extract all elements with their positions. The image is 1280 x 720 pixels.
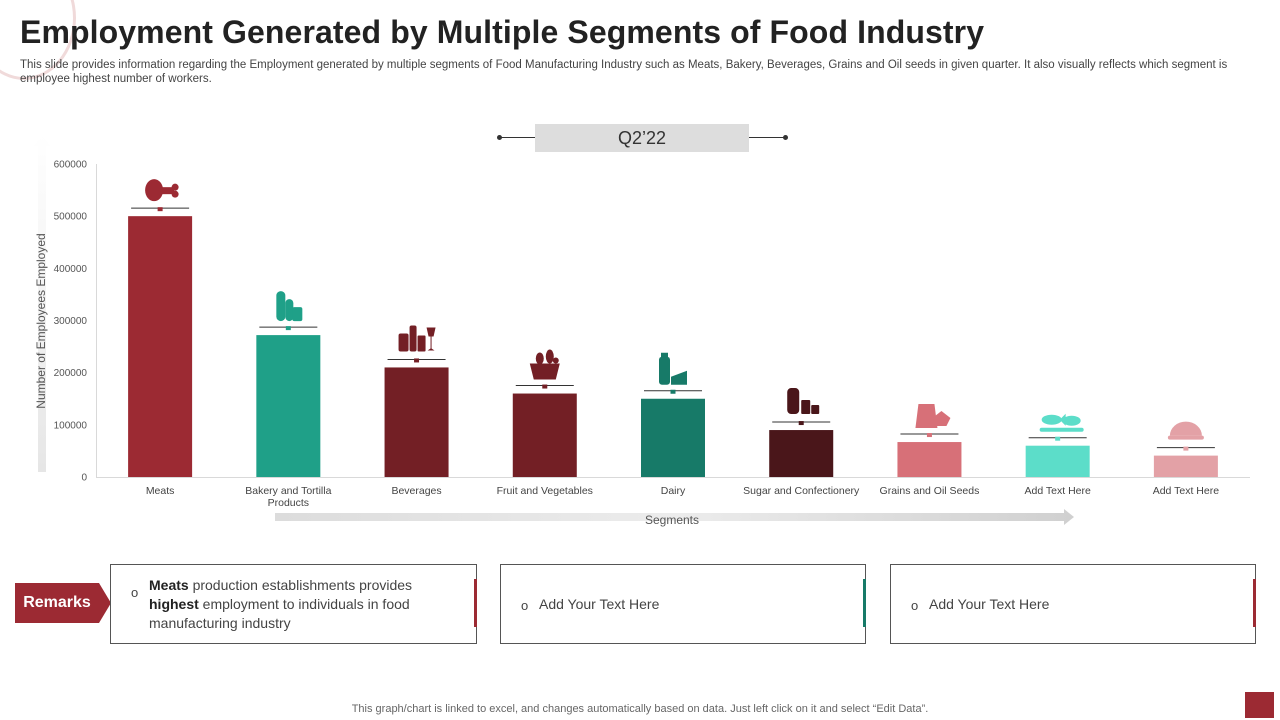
icon-marker: [926, 433, 932, 438]
x-tick-label: Add Text Here: [1153, 485, 1220, 497]
remark-bullet: o: [131, 585, 139, 600]
icon-marker: [285, 326, 291, 331]
remark-card-2: o Add Your Text Here: [500, 564, 866, 644]
x-axis-arrow: [275, 509, 1074, 525]
y-tick-label: 300000: [54, 316, 88, 327]
meat-icon: [145, 179, 179, 202]
icon-marker: [798, 421, 804, 426]
quarter-dot-left: [497, 135, 502, 140]
bar-chart: Number of Employees Employed Segments 0 1…: [34, 134, 1250, 527]
fruit-basket-icon: [529, 349, 560, 380]
x-tick-label: Add Text Here: [1024, 485, 1091, 497]
y-tick-label: 600000: [54, 160, 88, 171]
bar-6: [769, 430, 834, 477]
x-tick-label: Sugar and Confectionery: [743, 485, 860, 497]
bar-9: [1153, 455, 1218, 477]
card-accent: [474, 579, 477, 627]
dairy-icon: [659, 352, 687, 385]
y-axis-arrow: [34, 134, 50, 472]
grains-icon: [915, 404, 951, 429]
x-tick-label: Meats: [146, 485, 175, 497]
x-tick-label: Beverages: [391, 485, 441, 497]
remark-bullet: o: [911, 598, 919, 613]
remark-bullet: o: [521, 598, 529, 613]
bar-2: [256, 335, 321, 477]
y-tick-label: 200000: [54, 368, 88, 379]
icon-marker: [670, 389, 676, 394]
remark-card-1: o Meats production establishments provid…: [110, 564, 477, 644]
quarter-label: Q2’22: [535, 124, 749, 152]
corner-decoration: [1245, 692, 1274, 718]
x-tick-label: Bakery and Tortilla Products: [245, 485, 331, 509]
icon-marker: [157, 207, 163, 212]
footer-note: This graph/chart is linked to excel, and…: [351, 703, 929, 715]
y-tick-label: 100000: [54, 420, 88, 431]
seafood-icon: [1039, 413, 1084, 432]
bar-5: [641, 398, 705, 477]
icon-marker: [1055, 436, 1061, 441]
remarks-tag: Remarks: [15, 583, 111, 623]
icon-marker: [414, 358, 420, 363]
remark-text-3[interactable]: Add Your Text Here: [929, 596, 1050, 612]
bar-3: [384, 367, 449, 477]
y-tick-label: 0: [81, 473, 87, 484]
remark-card-3: o Add Your Text Here: [890, 564, 1256, 644]
remark-text-1: Meats production establishments provides…: [149, 576, 449, 633]
bar-1: [128, 216, 193, 477]
quarter-line-right: [749, 137, 786, 138]
remark-text-part-2: employment to individuals in food manufa…: [149, 596, 410, 631]
remark-bold-highest: highest: [149, 596, 199, 612]
quarter-line-left: [500, 137, 535, 138]
y-tick-label: 500000: [54, 212, 88, 223]
remark-bold-meats: Meats: [149, 577, 189, 593]
bar-4: [512, 393, 577, 477]
card-accent: [863, 579, 866, 627]
x-axis-label: Segments: [645, 513, 699, 527]
quarter-dot-right: [783, 135, 788, 140]
remark-text-2[interactable]: Add Your Text Here: [539, 596, 660, 612]
y-axis-label: Number of Employees Employed: [34, 233, 48, 408]
remarks-label: Remarks: [23, 594, 91, 611]
remarks-arrow-shape: [15, 583, 111, 623]
x-tick-label: Dairy: [661, 485, 686, 497]
page-title: Employment Generated by Multiple Segment…: [20, 14, 985, 50]
page-subtitle: This slide provides information regardin…: [20, 59, 1228, 85]
beverages-icon: [398, 325, 436, 352]
bar-8: [1025, 445, 1090, 477]
icon-marker: [542, 384, 548, 389]
bar-7: [897, 442, 962, 477]
remark-text-part-1: production establishments provides: [188, 577, 413, 593]
bowl-icon: [1167, 421, 1204, 440]
sugar-icon: [787, 388, 820, 415]
y-tick-label: 400000: [54, 264, 88, 275]
x-tick-label: Grains and Oil Seeds: [880, 485, 980, 497]
bakery-icon: [276, 291, 303, 322]
card-accent: [1253, 579, 1256, 627]
icon-marker: [1183, 446, 1189, 451]
x-tick-label: Fruit and Vegetables: [497, 485, 593, 497]
